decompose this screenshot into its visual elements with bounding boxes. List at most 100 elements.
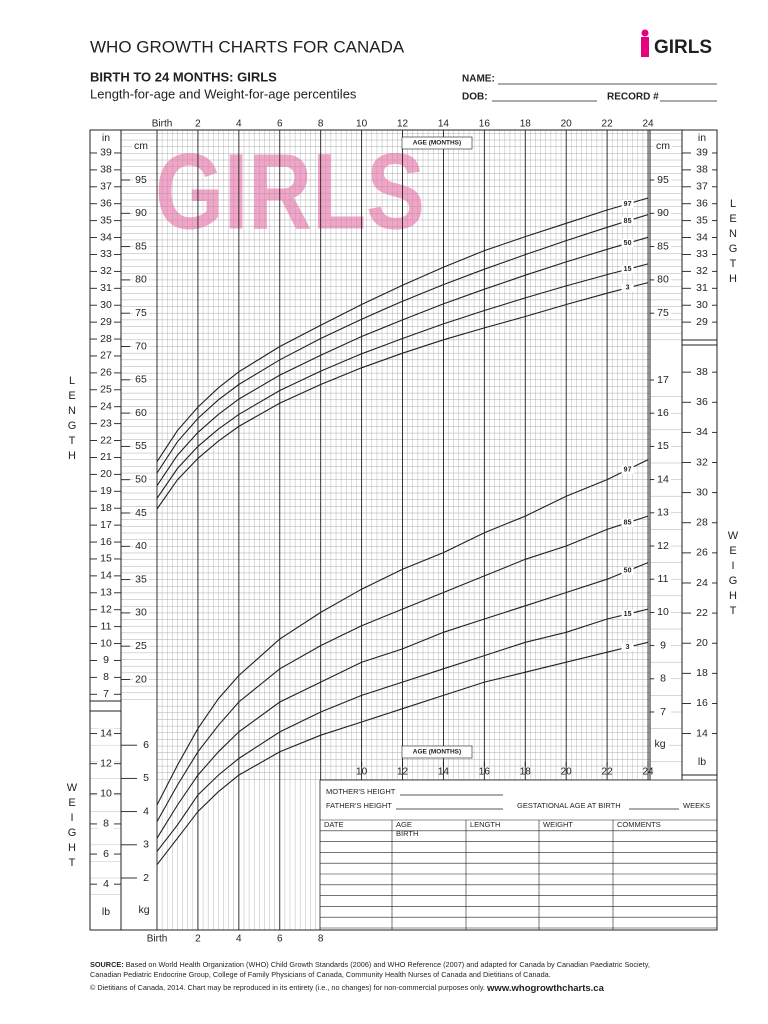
tick-label-bg	[98, 164, 114, 175]
tick-label-bg	[694, 547, 710, 558]
tick-label-bg	[133, 241, 149, 252]
y-axis-title: WEIGHT	[66, 782, 78, 872]
tick-label-bg	[694, 283, 710, 294]
unit-bg	[97, 133, 115, 143]
x-tick-label: 20	[561, 767, 573, 778]
y-tick-label: 17	[100, 519, 112, 531]
tick-label-bg	[138, 873, 154, 883]
tick-label-bg	[655, 408, 671, 419]
tick-label-bg	[98, 469, 114, 480]
tick-label-bg	[98, 553, 114, 564]
form-label: DATE	[324, 820, 343, 829]
percentile-label-bg	[621, 283, 634, 292]
x-tick-label: 10	[356, 119, 368, 130]
y-tick-label: 28	[100, 333, 112, 345]
y-tick-label: 35	[135, 573, 147, 585]
tick-label-bg	[694, 266, 710, 277]
y-tick-label: 85	[657, 240, 669, 252]
y-tick-label: 27	[100, 350, 112, 362]
y-tick-label: 11	[101, 620, 112, 632]
x-tick-label: 6	[277, 934, 283, 945]
tick-label-bg	[98, 621, 114, 632]
axis-gap	[90, 701, 121, 711]
y-axis-title: WEIGHT	[727, 530, 739, 620]
tick-label-bg	[694, 367, 710, 378]
form-label: WEEKS	[683, 801, 710, 810]
percentile-curve	[156, 282, 649, 510]
y-tick-label: 12	[100, 757, 112, 769]
unit-label: lb	[698, 756, 706, 768]
tick-label-bg	[655, 640, 671, 651]
tick-label-bg	[98, 570, 114, 581]
tick-label-bg	[98, 728, 114, 739]
percentile-label: 97	[624, 466, 632, 473]
form-label: FATHER'S HEIGHT	[326, 801, 392, 810]
y-tick-label: 18	[696, 667, 708, 679]
tick-label-bg	[694, 198, 710, 209]
y-tick-label: 10	[657, 606, 669, 618]
x-axis-label: AGE (MONTHS)	[413, 140, 461, 147]
source-text: SOURCE: Based on World Health Organizati…	[90, 960, 650, 969]
y-tick-label: 15	[657, 440, 669, 452]
tick-label-bg	[133, 541, 149, 552]
tick-label-bg	[98, 604, 114, 615]
y-tick-label: 14	[696, 727, 708, 739]
y-tick-label: 20	[100, 468, 112, 480]
y-axis-title: LENGTH	[66, 375, 78, 465]
y-tick-label: 17	[657, 374, 669, 386]
tick-label-bg	[98, 587, 114, 598]
tick-label-bg	[133, 441, 149, 452]
tick-label-bg	[98, 317, 114, 328]
url: www.whogrowthcharts.ca	[486, 983, 605, 994]
tick-label-bg	[98, 283, 114, 294]
tick-label-bg	[655, 474, 671, 485]
tick-label-bg	[98, 520, 114, 531]
x-tick-label: 16	[479, 767, 491, 778]
tick-label-bg	[694, 698, 710, 709]
tick-label-bg	[694, 232, 710, 243]
y-tick-label: 34	[696, 231, 708, 243]
y-tick-label: 30	[135, 607, 147, 619]
tick-label-bg	[133, 208, 149, 219]
x-tick-label: Birth	[152, 119, 173, 130]
tick-label-bg	[133, 308, 149, 319]
tick-label-bg	[98, 266, 114, 277]
y-tick-label: 25	[100, 384, 112, 396]
tick-label-bg	[98, 758, 114, 769]
unit-bg	[654, 141, 672, 151]
tick-label-bg	[133, 374, 149, 385]
y-tick-label: 33	[100, 248, 112, 260]
y-tick-label: 19	[100, 485, 112, 497]
percentile-label-bg	[621, 216, 634, 225]
tick-label-bg	[98, 249, 114, 260]
tick-label-bg	[98, 232, 114, 243]
tick-label-bg	[655, 375, 671, 385]
percentile-label-bg	[621, 643, 634, 652]
unit-label: in	[698, 132, 706, 144]
percentile-label-bg	[621, 465, 634, 474]
y-tick-label: 95	[657, 174, 669, 186]
percentile-label: 97	[624, 201, 632, 208]
y-tick-label: 18	[100, 502, 112, 514]
y-tick-label: 25	[135, 640, 147, 652]
y-tick-label: 65	[135, 374, 147, 386]
tick-label-bg	[694, 397, 710, 408]
y-tick-label: 80	[135, 274, 147, 286]
percentile-curve	[156, 197, 649, 463]
form-label: LENGTH	[470, 820, 500, 829]
girl-icon	[641, 37, 649, 57]
percentile-label: 50	[624, 240, 632, 247]
y-tick-label: 9	[103, 654, 109, 666]
axis-label-box	[401, 136, 473, 150]
percentile-label-bg	[621, 610, 634, 619]
x-tick-label: 24	[642, 767, 654, 778]
tick-label-bg	[655, 241, 671, 252]
source-label: SOURCE:	[90, 960, 124, 969]
tick-label-bg	[655, 175, 671, 185]
y-tick-label: 32	[100, 265, 112, 277]
y-tick-label: 34	[100, 231, 112, 243]
unit-label: in	[102, 132, 110, 144]
